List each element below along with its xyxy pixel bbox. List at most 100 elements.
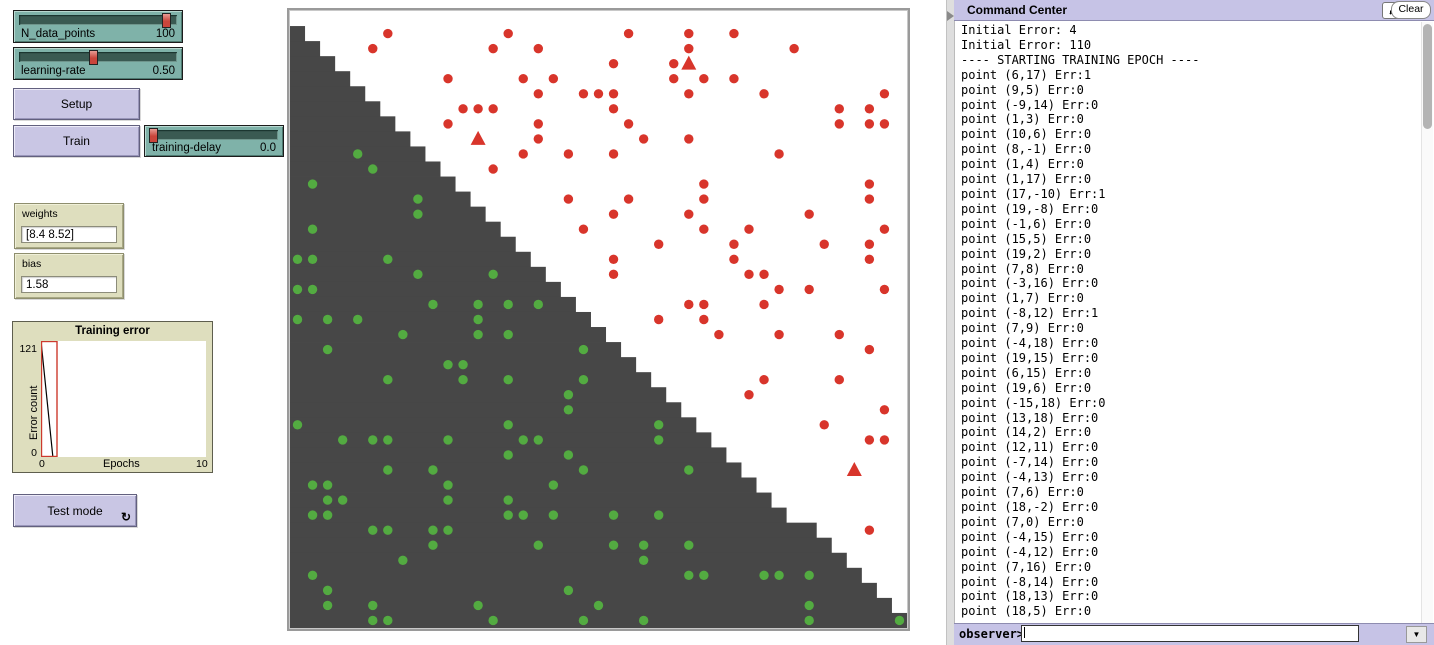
text-caret xyxy=(1024,627,1025,638)
slider-handle[interactable] xyxy=(161,13,171,28)
data-point xyxy=(428,299,438,310)
data-point xyxy=(368,600,378,611)
console-scrollbar[interactable] xyxy=(1421,22,1433,623)
data-point xyxy=(473,329,483,340)
console-line: point (-4,12) Err:0 xyxy=(961,544,1099,559)
data-point xyxy=(368,43,378,54)
world-view[interactable] xyxy=(287,8,910,631)
data-point xyxy=(578,344,589,355)
data-point xyxy=(503,510,513,520)
world-canvas[interactable] xyxy=(290,11,907,628)
console-line: point (19,15) Err:0 xyxy=(961,350,1099,365)
data-point xyxy=(608,149,619,159)
history-dropdown-button[interactable]: ▼ xyxy=(1406,626,1427,643)
data-point xyxy=(684,299,694,310)
data-point xyxy=(413,209,423,219)
collapse-right-icon[interactable] xyxy=(947,11,954,21)
data-point xyxy=(383,615,393,626)
data-point xyxy=(563,585,574,596)
data-point xyxy=(834,374,844,385)
console-line: point (-1,6) Err:0 xyxy=(961,216,1092,231)
data-point xyxy=(473,299,483,310)
data-point xyxy=(638,615,649,626)
data-point xyxy=(744,224,754,234)
data-point xyxy=(488,615,498,626)
monitor-label: weights xyxy=(22,208,58,220)
data-point xyxy=(563,450,574,460)
clear-button[interactable]: Clear xyxy=(1391,1,1431,19)
command-line-bar: observer> ▼ xyxy=(954,623,1434,645)
data-point xyxy=(548,480,559,490)
console-line: point (7,16) Err:0 xyxy=(961,559,1092,574)
data-point xyxy=(368,615,378,626)
console-line: point (7,0) Err:0 xyxy=(961,514,1084,529)
slider-track[interactable] xyxy=(19,50,177,65)
data-point xyxy=(593,89,604,99)
console-line: point (7,8) Err:0 xyxy=(961,261,1084,276)
data-point xyxy=(488,104,498,114)
train-button[interactable]: Train xyxy=(13,125,140,157)
slider-training-delay[interactable]: training-delay 0.0 xyxy=(144,125,284,157)
slider-value: 0.50 xyxy=(152,65,175,77)
slider-n-data-points[interactable]: N_data_points 100 xyxy=(13,10,183,43)
console-line: point (-8,12) Err:1 xyxy=(961,306,1099,321)
y-axis-min: 0 xyxy=(31,447,37,459)
data-point xyxy=(563,149,574,159)
slider-handle[interactable] xyxy=(148,128,158,143)
data-point xyxy=(578,374,589,385)
data-point xyxy=(834,329,844,340)
data-point xyxy=(563,405,574,415)
setup-button[interactable]: Setup xyxy=(13,88,140,120)
data-point xyxy=(548,74,559,84)
console-line: point (13,18) Err:0 xyxy=(961,410,1099,425)
data-point xyxy=(563,194,574,204)
slider-value: 0.0 xyxy=(260,142,276,154)
scrollbar-thumb[interactable] xyxy=(1423,24,1432,129)
data-point xyxy=(443,74,453,84)
data-point xyxy=(337,495,348,505)
data-point xyxy=(383,28,393,39)
data-point xyxy=(879,89,890,99)
data-point xyxy=(518,74,528,84)
data-point xyxy=(653,510,664,520)
slider-label: learning-rate xyxy=(21,65,86,77)
data-point xyxy=(578,465,589,475)
console-line: point (19,6) Err:0 xyxy=(961,380,1092,395)
bias-monitor: bias 1.58 xyxy=(14,253,124,299)
data-point xyxy=(307,254,318,265)
data-point xyxy=(879,119,890,129)
data-point xyxy=(623,119,634,129)
weights-monitor: weights [8.4 8.52] xyxy=(14,203,124,249)
slider-handle[interactable] xyxy=(89,50,99,65)
y-axis-max: 121 xyxy=(19,343,37,355)
console-line: point (18,-2) Err:0 xyxy=(961,500,1099,514)
console-line: Initial Error: 110 xyxy=(961,37,1092,52)
data-point xyxy=(518,435,528,445)
data-point xyxy=(322,585,333,596)
data-point xyxy=(819,239,829,249)
console-output: Initial Error: 4 Initial Error: 110 ---- S… xyxy=(954,21,1434,624)
data-point xyxy=(608,209,619,219)
data-point xyxy=(623,28,634,39)
console-line: point (10,6) Err:0 xyxy=(961,127,1092,142)
slider-track[interactable] xyxy=(148,128,278,143)
data-point xyxy=(759,269,769,280)
slider-learning-rate[interactable]: learning-rate 0.50 xyxy=(13,47,183,80)
data-point xyxy=(699,314,709,325)
data-point xyxy=(608,89,619,99)
command-center: Command Center Clear Initial Error: 4 Ini… xyxy=(954,0,1434,645)
setup-button-label: Setup xyxy=(60,97,93,111)
data-point xyxy=(608,254,619,265)
data-point xyxy=(307,224,318,234)
data-point xyxy=(774,570,784,581)
command-input[interactable] xyxy=(1021,625,1359,642)
data-point xyxy=(383,465,393,475)
console-line: point (-4,18) Err:0 xyxy=(961,336,1099,351)
data-point xyxy=(759,89,769,99)
data-point xyxy=(879,405,890,415)
console-line: Initial Error: 4 xyxy=(961,23,1077,37)
slider-track[interactable] xyxy=(19,13,177,28)
test-mode-button-label: Test mode xyxy=(47,503,103,518)
test-mode-button[interactable]: Test mode ↻ xyxy=(13,494,137,527)
